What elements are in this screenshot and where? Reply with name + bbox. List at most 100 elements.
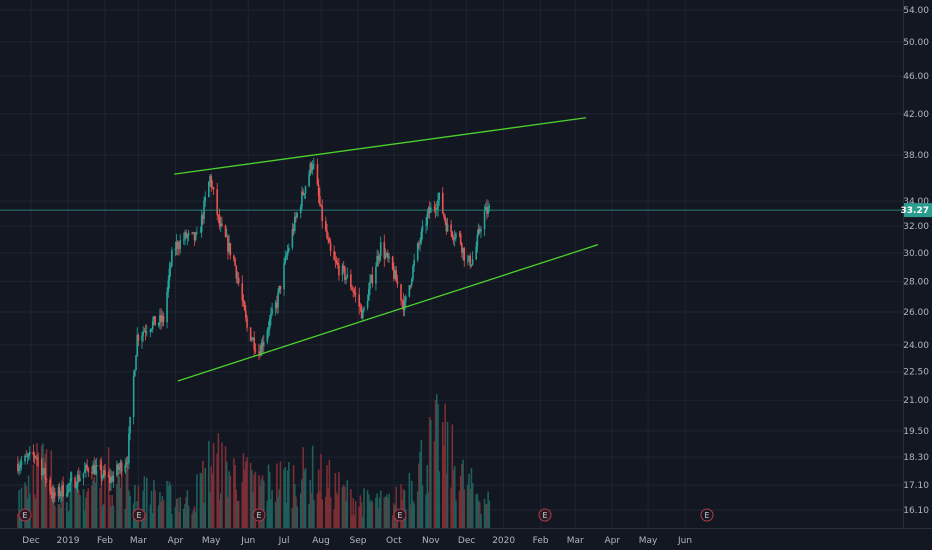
candle-body (83, 469, 86, 473)
volume-bar (302, 447, 304, 528)
volume-bar (68, 510, 70, 528)
volume-bar (157, 505, 160, 528)
volume-bar (311, 445, 314, 528)
volume-bar (40, 445, 43, 528)
price-tick-label: 24.00 (903, 341, 929, 351)
volume-bar (178, 512, 180, 528)
volume-bar (150, 490, 153, 528)
candle-body (475, 246, 477, 260)
candle-body (279, 285, 282, 290)
candle-body (393, 269, 395, 279)
candle-body (260, 342, 263, 356)
volume-bar (309, 479, 312, 528)
volume-bar (191, 513, 193, 528)
candle-body (450, 224, 452, 232)
volume-bar (25, 486, 28, 528)
time-tick-label: Dec (458, 536, 475, 546)
volume-bar (455, 500, 457, 528)
candle-body (291, 229, 294, 248)
volume-bar (70, 472, 73, 528)
volume-bar (317, 469, 320, 528)
time-tick-label: May (639, 536, 658, 546)
volume-bar (108, 494, 111, 528)
volume-bar (24, 482, 26, 528)
volume-bar (144, 513, 147, 528)
volume-bar (125, 469, 128, 528)
volume-bar (404, 509, 407, 528)
volume-bar (44, 454, 47, 528)
volume-bar (295, 496, 297, 528)
candle-body (154, 316, 156, 326)
volume-bar (153, 479, 155, 528)
volume-bar (249, 463, 252, 528)
price-axis[interactable]: 54.00 50.00 46.00 42.00 38.00 34.00 32.00 30.00… (903, 0, 932, 550)
volume-bar (253, 474, 255, 528)
volume-bar (126, 469, 129, 528)
candle-body (118, 467, 121, 471)
candle-body (451, 231, 454, 238)
volume-bar (268, 472, 271, 528)
candle-body (452, 237, 455, 240)
candle-body (421, 225, 424, 232)
candle-body (375, 266, 377, 284)
candle-body (358, 294, 361, 307)
volume-bar (229, 475, 232, 528)
volume-bar (245, 461, 247, 528)
volume-bar (241, 482, 244, 528)
candle-body (378, 256, 381, 261)
volume-bar (451, 424, 454, 528)
volume-bar (328, 459, 331, 528)
volume-bar (185, 497, 187, 528)
candle-body (310, 163, 313, 171)
volume-bar (453, 466, 456, 528)
candle-body (403, 301, 406, 311)
candle-body (67, 484, 69, 494)
trendlines[interactable] (174, 117, 599, 382)
volume-bar (49, 481, 51, 528)
candle-body (37, 458, 39, 460)
volume-bar (471, 483, 474, 528)
volume-bar (395, 486, 398, 528)
candle-body (251, 339, 253, 341)
volume-bar (350, 489, 352, 528)
candle-body (43, 468, 45, 472)
candle-body (235, 265, 238, 279)
volume-bar (319, 491, 321, 528)
candle-body (36, 457, 38, 459)
candle-body (334, 259, 337, 262)
candle-body (221, 223, 223, 226)
volume-bar (325, 496, 327, 528)
volume-bar (107, 447, 110, 528)
volume-bar (484, 504, 487, 528)
candle-body (437, 199, 439, 210)
candle-body (52, 492, 55, 499)
volume-bar (369, 502, 371, 528)
volume-bar (151, 513, 154, 528)
candle-body (455, 233, 457, 239)
candle-body (285, 255, 288, 257)
candle-body (217, 214, 220, 216)
candle-body (295, 216, 297, 218)
time-axis[interactable]: Dec 2019 Feb Mar Apr May Jun Jul Aug Sep Oct Nov Dec… (0, 528, 932, 550)
candle-body (469, 255, 472, 267)
candle-body (82, 472, 85, 478)
candle-body (57, 487, 60, 497)
candle-body (470, 264, 473, 267)
volume-bar (128, 490, 130, 528)
volume-bar (75, 484, 78, 528)
candle-body (33, 454, 36, 458)
candle-body (384, 254, 387, 259)
price-axis-background (903, 0, 932, 550)
candle-body (194, 233, 197, 240)
volume-bar (326, 465, 328, 528)
volume-bar (160, 501, 162, 528)
candle-body (266, 330, 269, 342)
volume-bar (308, 504, 310, 528)
volume-bar (236, 501, 239, 528)
time-tick-label: Apr (168, 536, 184, 546)
candle-body (370, 274, 372, 282)
volume-bar (403, 490, 406, 528)
